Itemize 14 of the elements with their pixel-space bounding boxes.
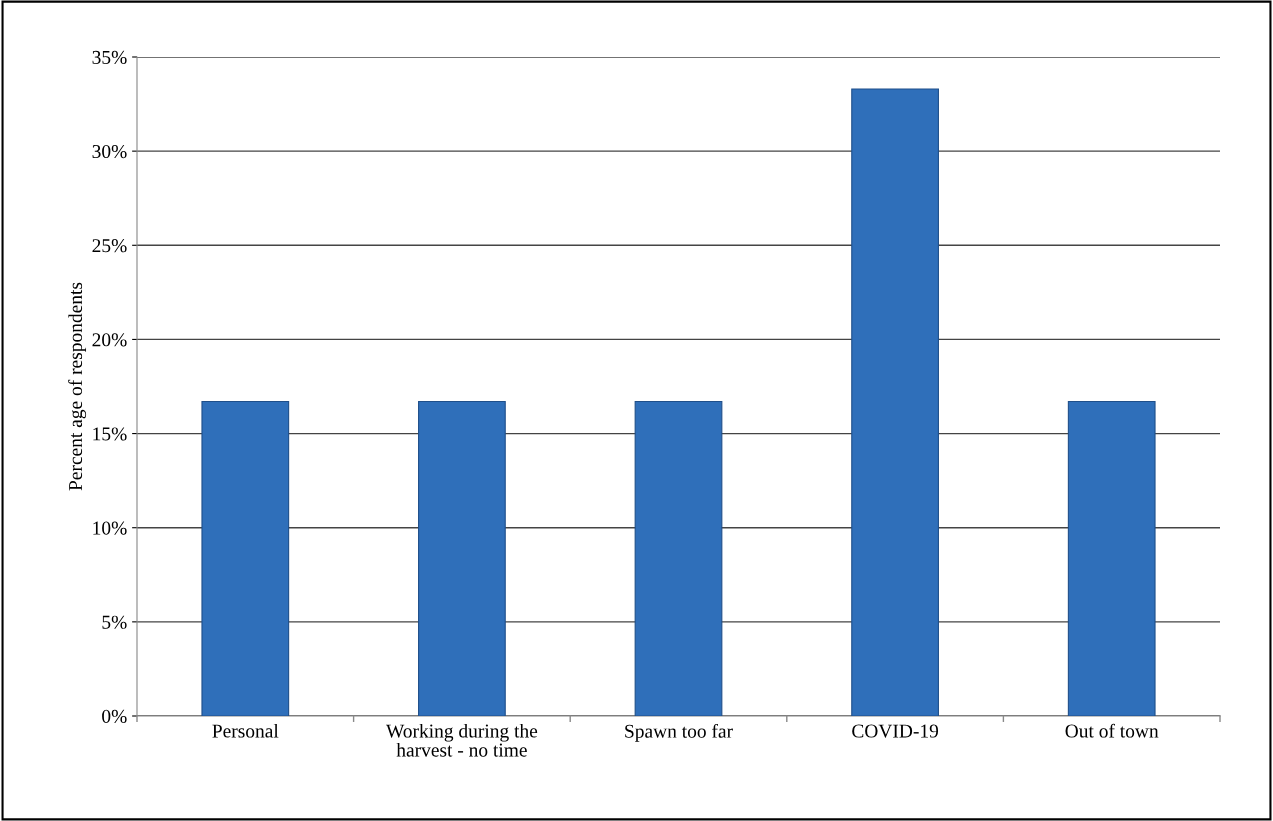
x-tick-label: COVID-19: [852, 724, 939, 738]
y-axis-title: Percent age of respondents: [68, 282, 87, 491]
x-tick-label: Out of town: [1065, 723, 1159, 738]
y-tick-label: 35%: [92, 50, 127, 64]
x-tick-label: Working during the harvest - no time: [386, 723, 538, 757]
y-tick-label: 30%: [92, 144, 127, 159]
y-tick-label: 20%: [92, 333, 127, 347]
y-tick-label: 0%: [102, 709, 127, 723]
y-tick-label: 15%: [93, 427, 127, 441]
y-tick-label: 10%: [93, 521, 127, 535]
y-tick-label: 25%: [92, 239, 127, 253]
y-tick-label: 5%: [102, 615, 127, 629]
x-tick-label: Personal: [212, 723, 279, 738]
x-tick-label: Spawn too far: [625, 723, 733, 742]
